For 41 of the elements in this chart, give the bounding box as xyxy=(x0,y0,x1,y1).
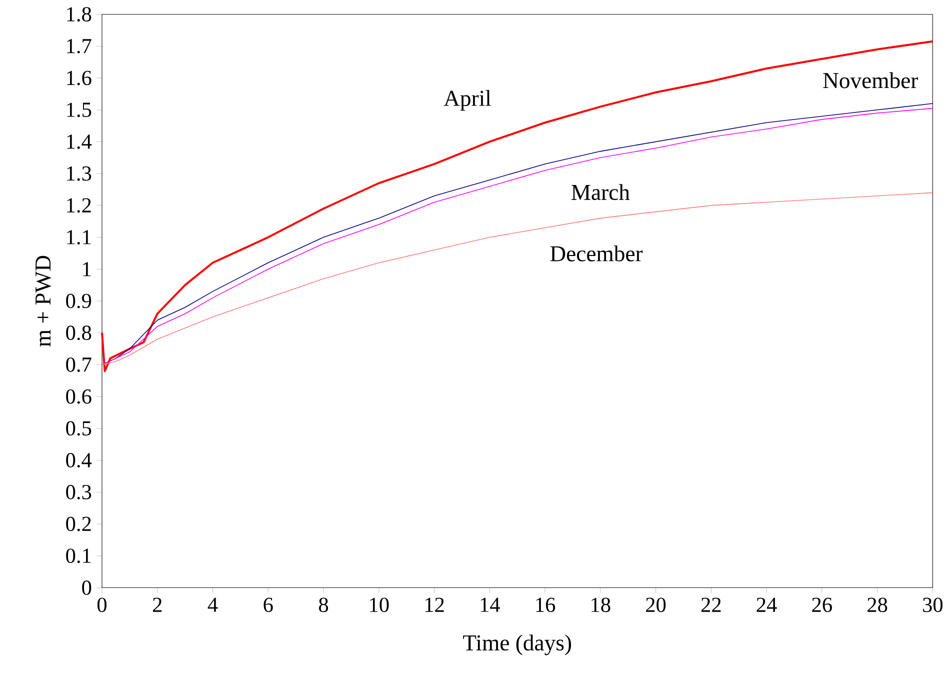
x-tick-label: 18 xyxy=(592,598,610,612)
x-tick-label: 14 xyxy=(480,598,500,612)
y-tick-label: 0.2 xyxy=(66,516,91,532)
y-tick-label: 0 xyxy=(82,580,92,595)
y-tick-label: 1 xyxy=(83,262,91,276)
x-axis-title: Time (days) xyxy=(463,634,571,656)
y-tick-label: 0.3 xyxy=(66,484,92,500)
y-tick-label: 1.8 xyxy=(67,7,92,22)
series-label: December xyxy=(550,245,643,262)
y-tick-label: 1.2 xyxy=(67,198,91,213)
y-tick-label: 0.7 xyxy=(66,357,92,372)
y-tick-label: 0.8 xyxy=(66,326,92,340)
y-tick-label: 1.7 xyxy=(67,39,92,54)
y-tick-label: 0.9 xyxy=(66,294,92,308)
x-tick-label: 6 xyxy=(264,598,273,612)
x-tick-label: 16 xyxy=(536,598,556,612)
x-tick-label: 12 xyxy=(425,598,444,612)
x-tick-label: 20 xyxy=(646,598,666,612)
y-axis-title: m + PWD xyxy=(36,256,51,347)
x-tick-label: 22 xyxy=(701,598,721,612)
y-tick-label: 0.4 xyxy=(66,453,92,468)
x-tick-label: 28 xyxy=(868,598,888,612)
y-tick-label: 0.5 xyxy=(66,421,92,436)
y-tick-label: 1.3 xyxy=(67,166,92,181)
series-label: April xyxy=(444,90,491,111)
y-tick-label: 1.5 xyxy=(67,102,92,118)
y-tick-label: 0.1 xyxy=(66,548,91,564)
y-tick-label: 1.6 xyxy=(67,70,92,86)
y-tick-label: 1.4 xyxy=(67,134,92,149)
x-tick-label: 24 xyxy=(756,598,777,612)
x-tick-label: 30 xyxy=(923,598,943,612)
series-label: March xyxy=(571,184,630,200)
y-tick-label: 0.6 xyxy=(66,389,92,404)
x-tick-label: 0 xyxy=(97,598,107,612)
x-tick-label: 4 xyxy=(208,598,218,612)
y-tick-label: 1.1 xyxy=(67,230,91,244)
x-tick-label: 2 xyxy=(152,598,162,612)
series-label: November xyxy=(823,72,918,88)
x-tick-label: 26 xyxy=(812,598,832,612)
x-tick-label: 10 xyxy=(370,598,389,612)
x-tick-label: 8 xyxy=(318,598,328,612)
